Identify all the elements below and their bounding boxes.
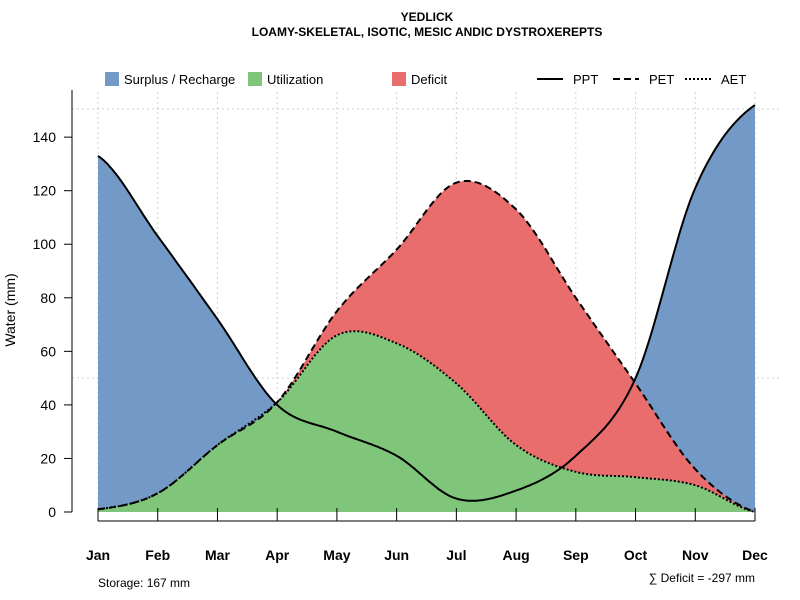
surplus-recharge-segment xyxy=(98,155,276,510)
x-tick-label: Oct xyxy=(624,547,648,563)
legend-swatch xyxy=(248,72,262,86)
deficit-area xyxy=(98,181,755,512)
x-tick-label: Dec xyxy=(742,547,768,563)
x-tick-label: Aug xyxy=(502,547,529,563)
deficit-annotation: ∑ Deficit = -297 mm xyxy=(649,571,755,585)
pet-line xyxy=(97,180,756,513)
y-tick-label: 80 xyxy=(40,290,56,306)
utilization-area xyxy=(98,331,755,512)
legend-label: Deficit xyxy=(411,72,448,87)
x-tick-label: Jul xyxy=(446,547,466,563)
legend-label: PPT xyxy=(573,72,598,87)
y-tick-label: 60 xyxy=(40,343,56,359)
y-tick-label: 40 xyxy=(40,397,56,413)
legend-label: Surplus / Recharge xyxy=(124,72,235,87)
legend-swatch xyxy=(105,72,119,86)
x-tick-label: Sep xyxy=(563,547,589,563)
y-tick-label: 100 xyxy=(33,236,57,252)
x-tick-label: Jan xyxy=(86,547,110,563)
ppt-line xyxy=(97,104,756,502)
x-tick-label: Apr xyxy=(265,547,290,563)
legend: Surplus / Recharge Utilization Deficit PPT P… xyxy=(105,72,746,87)
y-tick-label: 120 xyxy=(33,183,57,199)
storage-annotation: Storage: 167 mm xyxy=(98,576,190,590)
legend-label: Utilization xyxy=(267,72,323,87)
x-tick-label: Feb xyxy=(145,547,170,563)
y-tick-label: 0 xyxy=(48,504,56,520)
surplus-recharge-segment xyxy=(635,105,755,512)
legend-label: AET xyxy=(721,72,746,87)
x-tick-label: Nov xyxy=(682,547,709,563)
y-tick-label: 20 xyxy=(40,450,56,466)
chart-title: YEDLICK xyxy=(401,10,454,24)
y-axis-label: Water (mm) xyxy=(2,273,18,346)
legend-label: PET xyxy=(649,72,674,87)
y-tick-label: 140 xyxy=(33,129,57,145)
axes: 0 20 40 60 80 100 120 140 Jan Feb Mar Apr May Jun Jul A… xyxy=(33,90,768,563)
x-tick-label: May xyxy=(323,547,350,563)
x-tick-label: Mar xyxy=(205,547,230,563)
series-lines xyxy=(97,104,756,513)
x-tick-label: Jun xyxy=(384,547,409,563)
area-fills xyxy=(98,105,755,512)
legend-swatch xyxy=(392,72,406,86)
chart-subtitle: LOAMY-SKELETAL, ISOTIC, MESIC ANDIC DYST… xyxy=(252,25,603,39)
